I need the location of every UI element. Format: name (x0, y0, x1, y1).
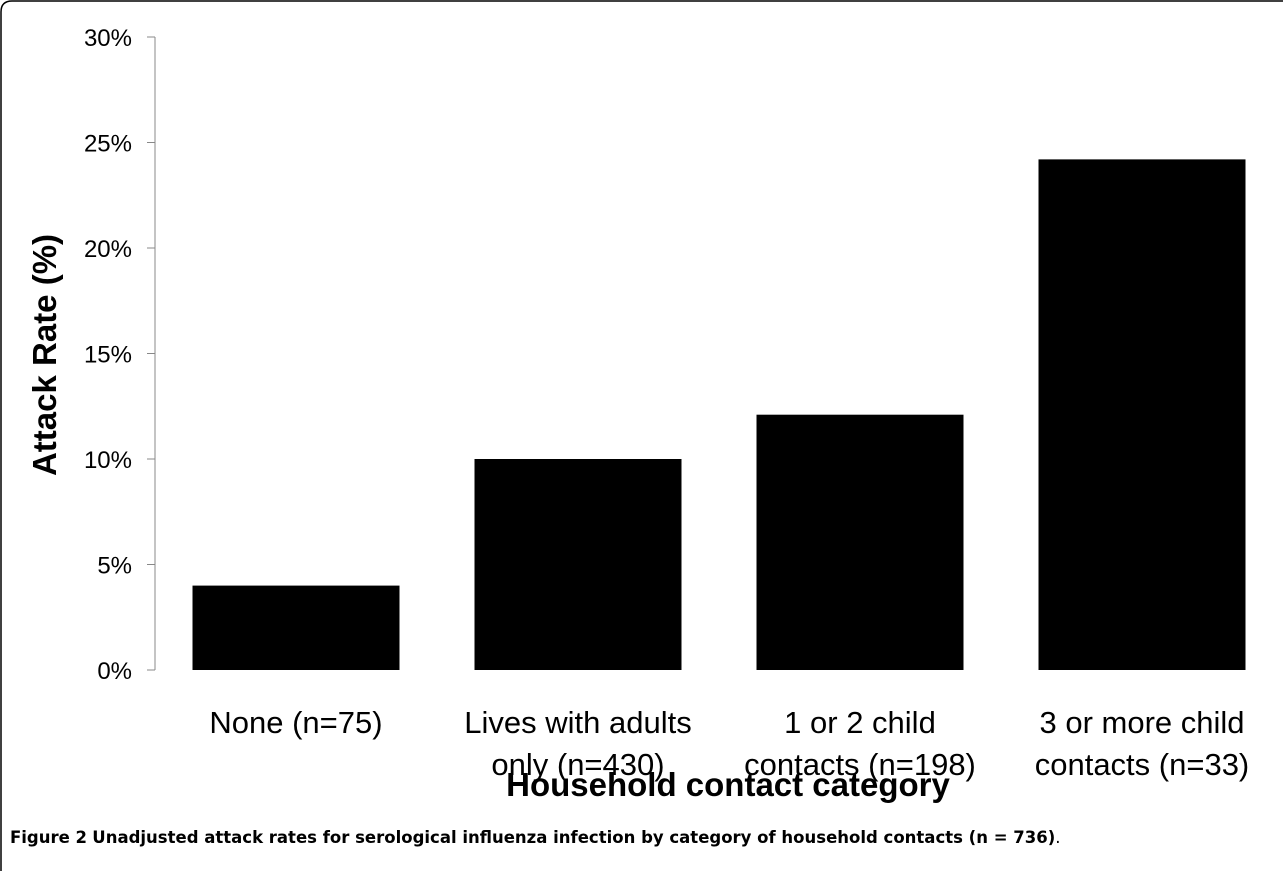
y-tick-label: 30% (84, 25, 132, 52)
axis-layer: 0% 5% 10% 15% 20% 25% 30% (84, 25, 156, 685)
y-tick-label: 10% (84, 447, 132, 474)
figure-caption: Figure 2 Unadjusted attack rates for ser… (10, 828, 1280, 847)
y-tick-label: 20% (84, 236, 132, 263)
x-tick-label: 3 or more child contacts (n=33) (1035, 705, 1250, 782)
bar (474, 459, 682, 670)
caption-text: Unadjusted attack rates for serological … (92, 828, 1056, 847)
y-tick-label: 5% (97, 553, 132, 580)
caption-end: . (1055, 828, 1061, 847)
x-tick-label: 1 or 2 child contacts (n=198) (744, 705, 976, 782)
bars-layer (192, 159, 1246, 670)
x-axis-title: Household contact category (506, 766, 950, 803)
x-tick-label: Lives with adults only (n=430) (464, 705, 691, 782)
labels-layer: None (n=75) Lives with adults only (n=430)… (209, 705, 1249, 782)
y-tick-label: 25% (84, 131, 132, 158)
y-axis-title: Attack Rate (%) (26, 234, 63, 476)
y-tick-label: 15% (84, 342, 132, 369)
caption-label: Figure 2 (10, 828, 88, 847)
x-tick-label: None (n=75) (209, 705, 382, 740)
bar (1038, 159, 1246, 670)
y-tick-label: 0% (97, 658, 132, 685)
bar (756, 414, 964, 670)
bar (192, 585, 400, 670)
